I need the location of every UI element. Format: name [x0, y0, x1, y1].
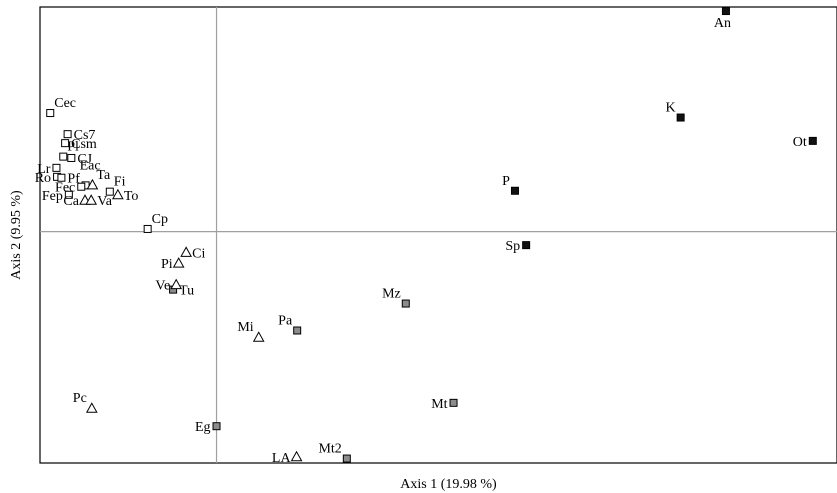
point-ot-marker: [808, 136, 817, 145]
point-la-label: LA: [272, 451, 292, 466]
point-cp-marker: [143, 224, 152, 233]
point-mt2-label: Mt2: [318, 442, 341, 457]
point-ve-marker: [170, 278, 183, 290]
point-pl-label: Pl: [67, 140, 79, 155]
plot-frame: [39, 6, 837, 464]
point-p-label: P: [502, 174, 510, 189]
point-cp-label: Cp: [152, 212, 168, 227]
point-fec-marker: [77, 182, 86, 191]
point-ot-label: Ot: [793, 135, 807, 150]
point-mt-label: Mt: [431, 397, 447, 412]
point-pi-marker: [172, 257, 185, 268]
point-to-marker: [112, 188, 124, 200]
point-sp-marker: [522, 241, 531, 250]
point-eac-label: Eac: [80, 158, 101, 173]
point-cs7-marker: [63, 130, 72, 139]
point-ci-marker: [180, 246, 192, 257]
point-pc-marker: [85, 402, 98, 413]
point-mz-marker: [401, 299, 410, 308]
point-va-marker: [85, 194, 98, 205]
point-lr-marker: [52, 163, 61, 172]
point-eg-marker: [212, 422, 221, 431]
point-fec-label: Fec: [55, 181, 75, 196]
point-ta-label: Ta: [96, 168, 111, 183]
point-csm-label: Csm: [71, 137, 97, 152]
point-la-marker: [290, 450, 303, 462]
point-k-marker: [676, 113, 685, 122]
point-fi-marker: [105, 187, 114, 196]
point-va-label: Va: [97, 194, 113, 209]
point-p-marker: [510, 186, 519, 195]
point-mz-label: Mz: [382, 287, 401, 302]
point-fep-marker: [64, 190, 73, 199]
point-ta-marker: [86, 178, 99, 190]
point-ro-label: Ro: [35, 171, 51, 186]
point-pf-label: Pf: [67, 172, 80, 187]
point-fep-label: Fep: [42, 189, 63, 204]
point-ve-label: Ve: [155, 279, 170, 294]
point-an-label: An: [714, 16, 731, 31]
point-ci-label: Ci: [192, 246, 205, 261]
point-cec-label: Cec: [54, 96, 76, 111]
point-to-label: To: [124, 189, 139, 204]
point-mi-marker: [252, 331, 265, 342]
point-pc-label: Pc: [73, 391, 87, 406]
point-cj-marker: [67, 153, 76, 162]
point-an-marker: [721, 7, 730, 16]
point-cj-label: CJ: [77, 152, 92, 167]
point-fi-label: Fi: [114, 175, 126, 190]
point-pa-label: Pa: [278, 313, 293, 328]
point-pl-marker: [59, 152, 68, 161]
point-csm-marker: [61, 139, 70, 148]
point-mi-label: Mi: [237, 320, 253, 335]
point-mt2-marker: [342, 454, 351, 463]
point-pi-label: Pi: [161, 257, 173, 272]
point-sp-label: Sp: [505, 239, 520, 254]
point-k-label: K: [666, 101, 676, 116]
point-pf-marker: [57, 173, 66, 182]
point-cec-marker: [46, 109, 55, 118]
point-mt-marker: [449, 398, 458, 407]
point-lr-label: Lr: [37, 162, 51, 177]
point-cs7-label: Cs7: [74, 128, 96, 143]
point-eg-label: Eg: [195, 420, 211, 435]
point-ca-label: Ca: [63, 194, 79, 209]
y-axis-title: Axis 2 (9.95 %): [9, 190, 24, 280]
x-axis-title: Axis 1 (19.98 %): [400, 477, 497, 492]
point-pa-marker: [293, 326, 302, 335]
point-tu-label: Tu: [179, 284, 194, 299]
